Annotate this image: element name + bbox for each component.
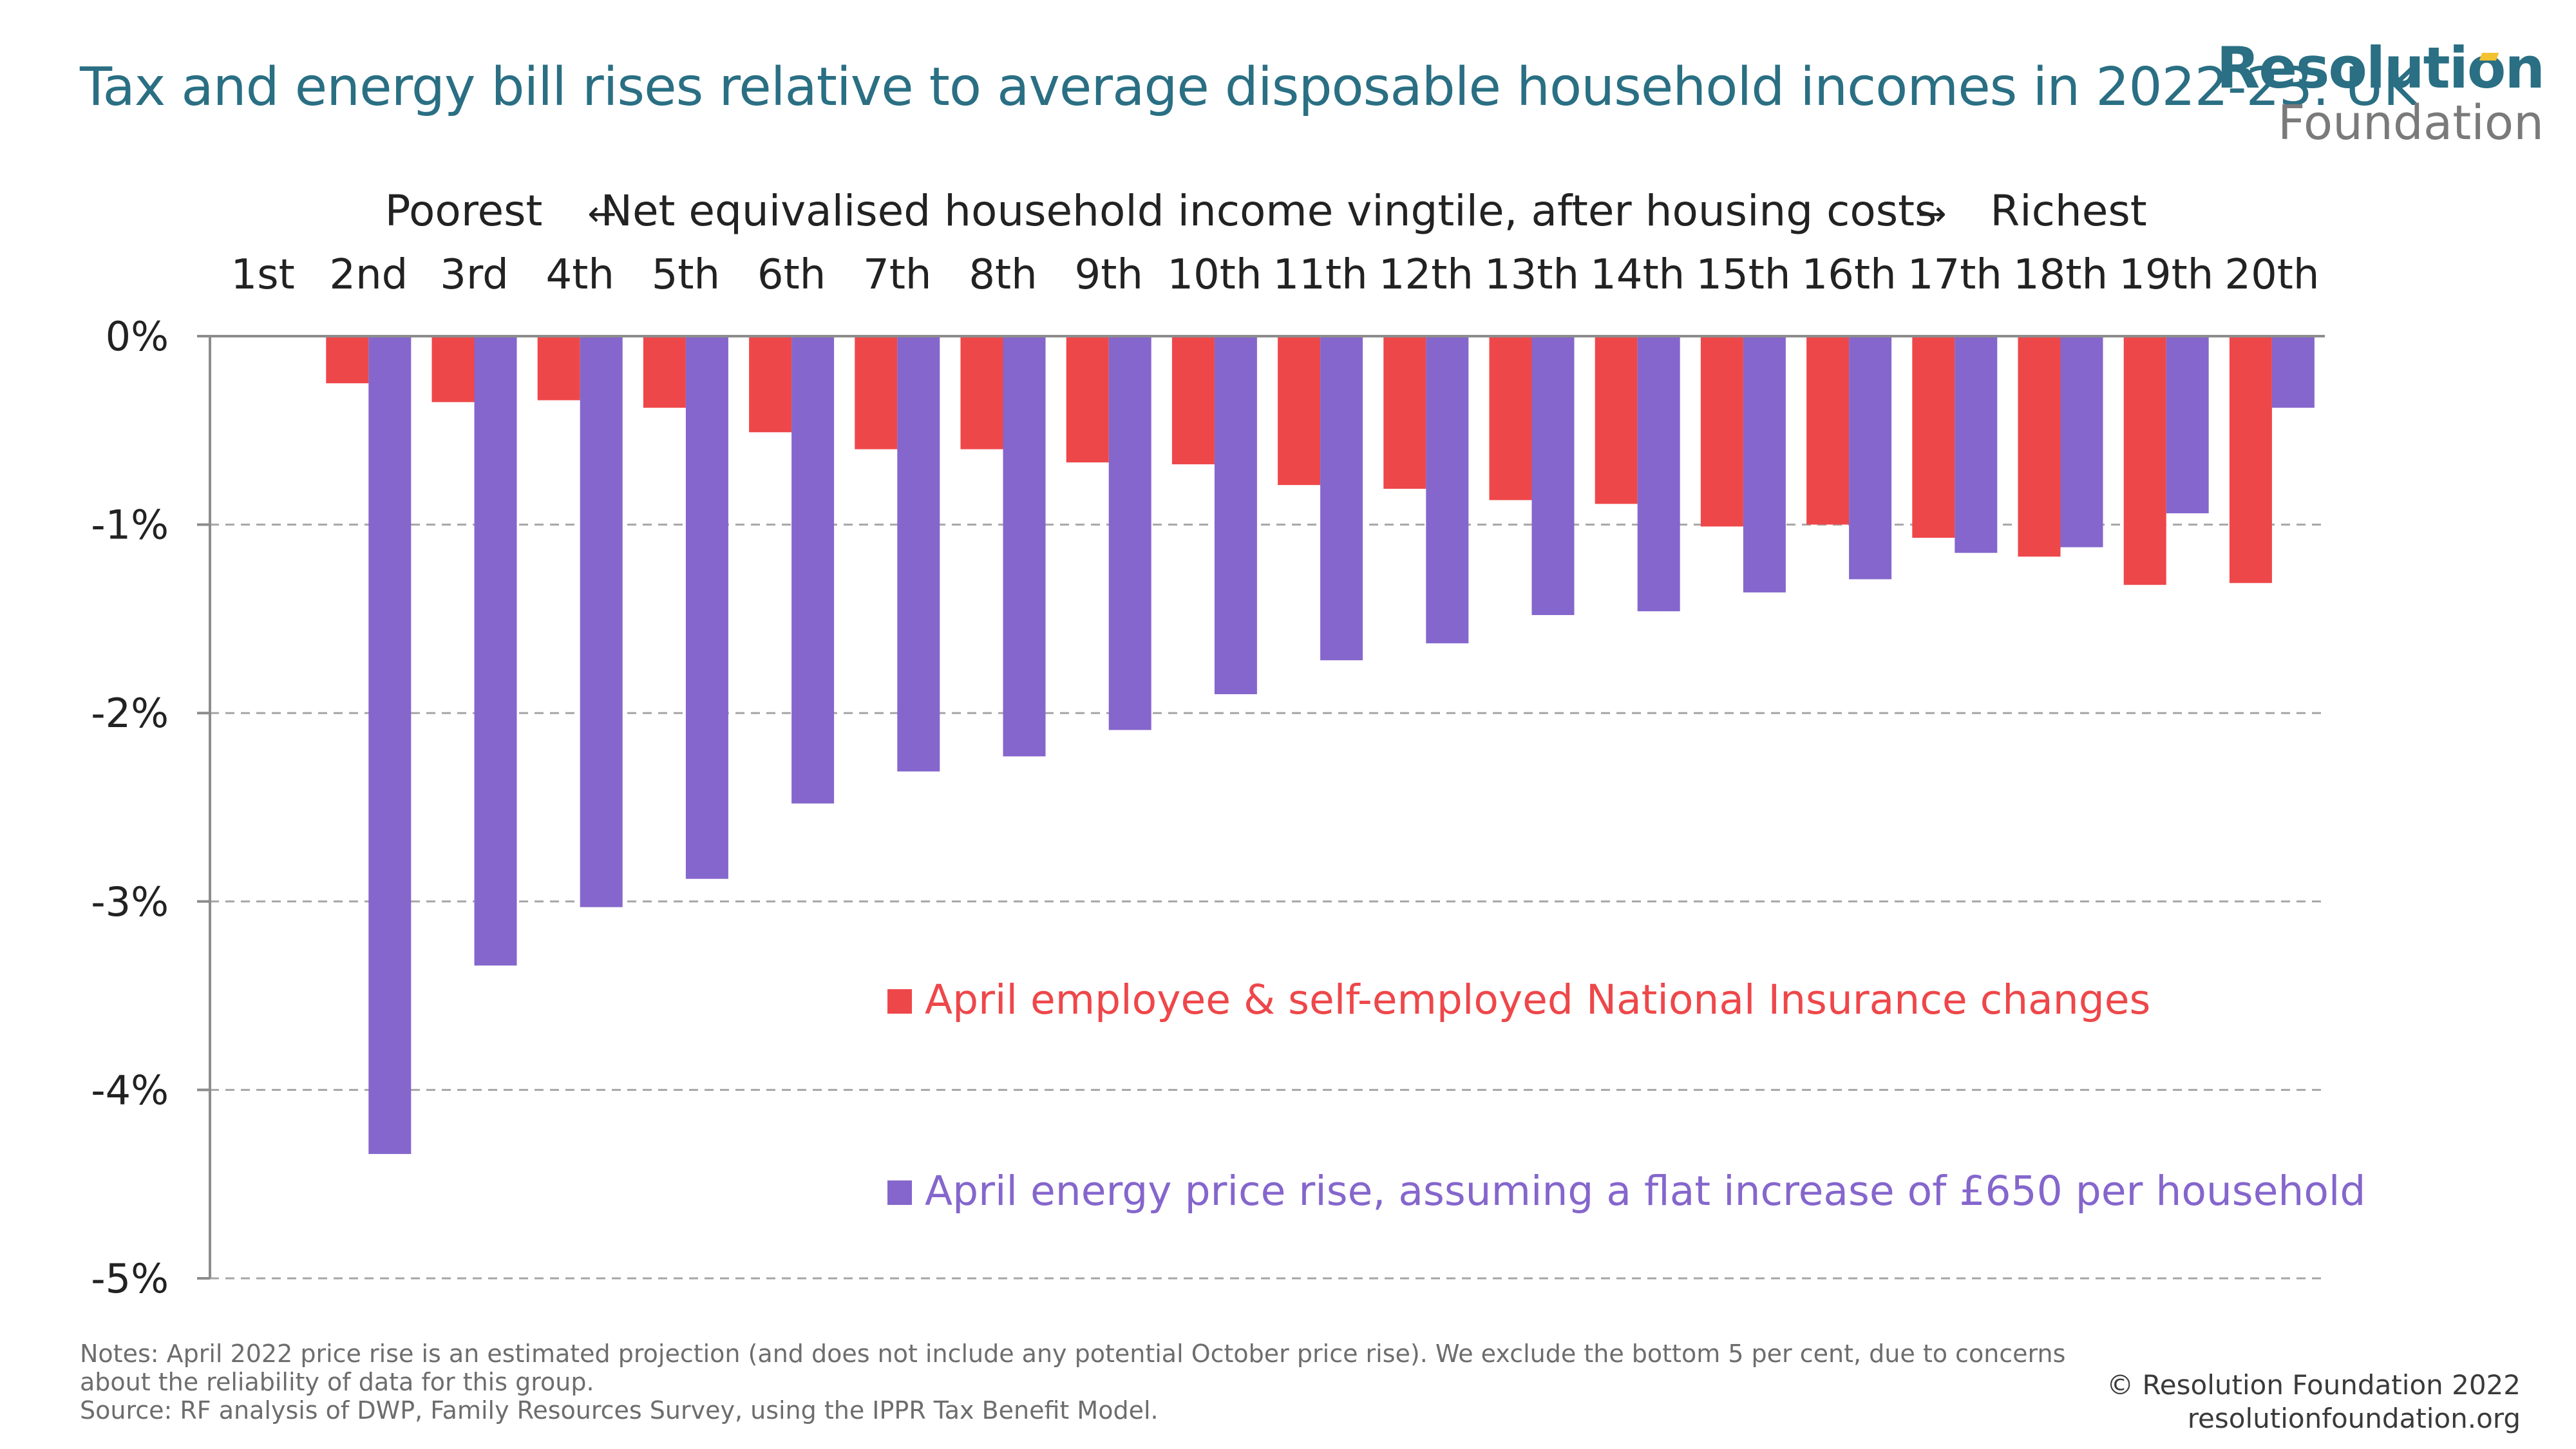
bar-ni: [855, 336, 898, 450]
bar-energy: [685, 336, 728, 879]
bar-ni: [1066, 336, 1109, 463]
y-tick-labels: 0% -1% -2% -3% -4% -5%: [91, 313, 169, 1302]
bars: [326, 336, 2315, 1154]
bar-ni: [2229, 336, 2272, 583]
x-tick-label: 14th: [1590, 251, 1685, 299]
bar-energy: [1849, 336, 1892, 580]
website-text: resolutionfoundation.org: [2187, 1403, 2521, 1434]
x-tick-label: 2nd: [329, 251, 408, 299]
bar-ni: [749, 336, 792, 433]
bar-ni: [2123, 336, 2166, 585]
bar-ni: [1912, 336, 1955, 538]
bar-energy: [1320, 336, 1363, 661]
bar-ni: [1383, 336, 1426, 489]
axis-header-right-arrow: →: [1917, 193, 1946, 234]
legend-energy-label: April energy price rise, assuming a flat…: [925, 1168, 2365, 1215]
bar-ni: [537, 336, 580, 401]
x-tick-label: 17th: [1908, 251, 2002, 299]
bar-energy: [1003, 336, 1046, 757]
bar-ni: [1171, 336, 1215, 464]
x-tick-labels: 1st 2nd 3rd 4th 5th 6th 7th 8th 9th 10th 11th 12th 1…: [231, 251, 2320, 299]
bar-ni: [326, 336, 369, 384]
x-tick-label: 12th: [1379, 251, 1473, 299]
bar-energy: [2060, 336, 2103, 547]
bar-ni: [1278, 336, 1321, 486]
bar-ni: [1489, 336, 1532, 500]
bar-energy: [791, 336, 835, 804]
y-tick-label: -4%: [91, 1066, 169, 1113]
bar-ni: [643, 336, 686, 408]
bar-energy: [1426, 336, 1469, 643]
bar-ni: [1595, 336, 1638, 504]
x-tick-label: 11th: [1273, 251, 1368, 299]
y-tick-label: -5%: [91, 1255, 169, 1302]
x-tick-label: 8th: [969, 251, 1037, 299]
bar-energy: [1743, 336, 1786, 592]
y-tick-label: -3%: [91, 878, 169, 925]
x-tick-label: 4th: [546, 251, 614, 299]
x-tick-label: 1st: [231, 251, 295, 299]
bar-ni: [2018, 336, 2061, 557]
x-tick-label: 19th: [2119, 251, 2213, 299]
x-tick-label: 15th: [1696, 251, 1790, 299]
bar-energy: [2271, 336, 2315, 408]
x-tick-label: 7th: [863, 251, 931, 299]
bar-energy: [2166, 336, 2209, 514]
legend-energy: April energy price rise, assuming a flat…: [887, 1168, 2365, 1215]
legend-ni: April employee & self-employed National …: [887, 976, 2150, 1023]
bar-energy: [897, 336, 940, 772]
chart-title: Tax and energy bill rises relative to av…: [80, 57, 2418, 118]
x-tick-label: 9th: [1075, 251, 1143, 299]
bar-ni: [1700, 336, 1743, 527]
notes-text: Notes: April 2022 price rise is an estim…: [80, 1340, 2066, 1396]
bar-ni: [431, 336, 475, 402]
y-tick-label: -2%: [91, 690, 169, 737]
x-tick-label: 16th: [1802, 251, 1897, 299]
y-tick-label: 0%: [106, 313, 169, 360]
x-tick-label: 13th: [1484, 251, 1579, 299]
copyright-text: © Resolution Foundation 2022: [2107, 1369, 2521, 1401]
legend-energy-swatch: [887, 1180, 912, 1205]
bar-energy: [1955, 336, 1998, 553]
y-tick-label: -1%: [91, 502, 169, 549]
source-text: Source: RF analysis of DWP, Family Resou…: [80, 1396, 1159, 1425]
x-tick-label: 10th: [1167, 251, 1262, 299]
legend-ni-label: April employee & self-employed National …: [925, 976, 2150, 1023]
bar-ni: [960, 336, 1003, 450]
resolution-foundation-logo: Resolution Foundation: [2216, 35, 2545, 151]
bar-energy: [1108, 336, 1151, 730]
legend-ni-swatch: [887, 989, 912, 1014]
bar-energy: [1637, 336, 1680, 612]
bar-energy: [1214, 336, 1257, 694]
chart-notes: Notes: April 2022 price rise is an estim…: [80, 1340, 2141, 1425]
bar-ni: [1806, 336, 1850, 525]
axis-header-title: Net equivalised household income vingtil…: [601, 186, 1937, 236]
x-tick-label: 5th: [652, 251, 720, 299]
bar-energy: [1531, 336, 1575, 616]
x-tick-label: 3rd: [440, 251, 509, 299]
x-tick-label: 20th: [2224, 251, 2319, 299]
axis-header-left-arrow: ←: [587, 193, 616, 234]
axis-header-richest: Richest: [1990, 186, 2146, 236]
copyright-block: © Resolution Foundation 2022 resolutionf…: [2107, 1368, 2521, 1435]
bar-energy: [474, 336, 517, 966]
bar-chart: 0% -1% -2% -3% -4% -5% 1st 2nd 3rd 4th 5th 6th 7th 8…: [91, 186, 2365, 1302]
bar-energy: [368, 336, 412, 1154]
logo-line2: Foundation: [2277, 95, 2544, 151]
bar-energy: [580, 336, 623, 907]
logo-line1: Resolution: [2216, 35, 2545, 101]
x-tick-label: 18th: [2013, 251, 2108, 299]
axis-header-poorest: Poorest: [385, 186, 543, 236]
x-tick-label: 6th: [757, 251, 826, 299]
